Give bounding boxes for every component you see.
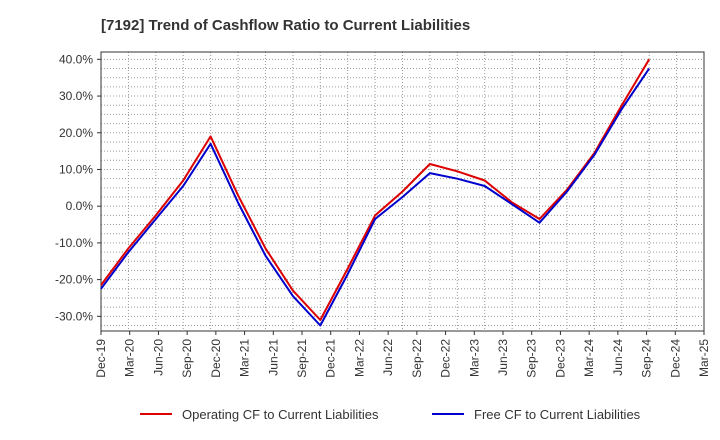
series-line-operating-cf [100,58,651,321]
y-tick-label: -10.0% [55,236,93,250]
x-tick-label: Dec-19 [94,339,108,378]
y-tick-label: -20.0% [55,273,93,287]
legend: Operating CF to Current Liabilities Free … [140,407,641,422]
x-tick-label: Dec-22 [439,339,453,378]
x-tick-label: Jun-22 [381,339,395,376]
x-tick-label: Mar-24 [582,339,596,377]
y-axis: -30.0% -20.0% -10.0% 0.0% 10.0% 20.0% 30.0% 40.… [55,52,101,323]
y-tick-label: 0.0% [66,199,94,213]
y-tick-label: 20.0% [59,126,93,140]
x-tick-label: Jun-21 [266,339,280,376]
x-tick-label: Mar-22 [352,339,366,377]
legend-label: Free CF to Current Liabilities [474,407,641,422]
x-tick-label: Mar-23 [467,339,481,377]
x-tick-label: Dec-24 [668,339,682,378]
x-tick-label: Sep-24 [640,339,654,378]
x-tick-label: Jun-20 [151,339,165,376]
x-tick-label: Dec-20 [209,339,223,378]
x-tick-label: Sep-23 [525,339,539,378]
x-tick-label: Sep-20 [180,339,194,378]
y-tick-label: -30.0% [55,309,93,323]
series-lines [100,58,651,327]
x-tick-label: Sep-21 [295,339,309,378]
x-tick-label: Sep-22 [410,339,424,378]
legend-label: Operating CF to Current Liabilities [182,407,379,422]
x-tick-label: Dec-23 [553,339,567,378]
series-line-free-cf [100,67,651,327]
y-tick-label: 30.0% [59,89,93,103]
plot-frame [100,51,705,332]
x-tick-label: Jun-23 [496,339,510,376]
chart-title: [7192] Trend of Cashflow Ratio to Curren… [101,17,470,34]
x-tick-label: Mar-21 [238,339,252,377]
x-tick-label: Mar-20 [123,339,137,377]
y-tick-label: 40.0% [59,52,93,66]
x-tick-label: Mar-25 [697,339,711,377]
x-tick-label: Jun-24 [611,339,625,376]
x-axis: Dec-19 Mar-20 Jun-20 Sep-20 Dec-20 Mar-21 Jun-… [94,331,711,378]
y-tick-label: 10.0% [59,162,93,176]
x-tick-label: Dec-21 [324,339,338,378]
